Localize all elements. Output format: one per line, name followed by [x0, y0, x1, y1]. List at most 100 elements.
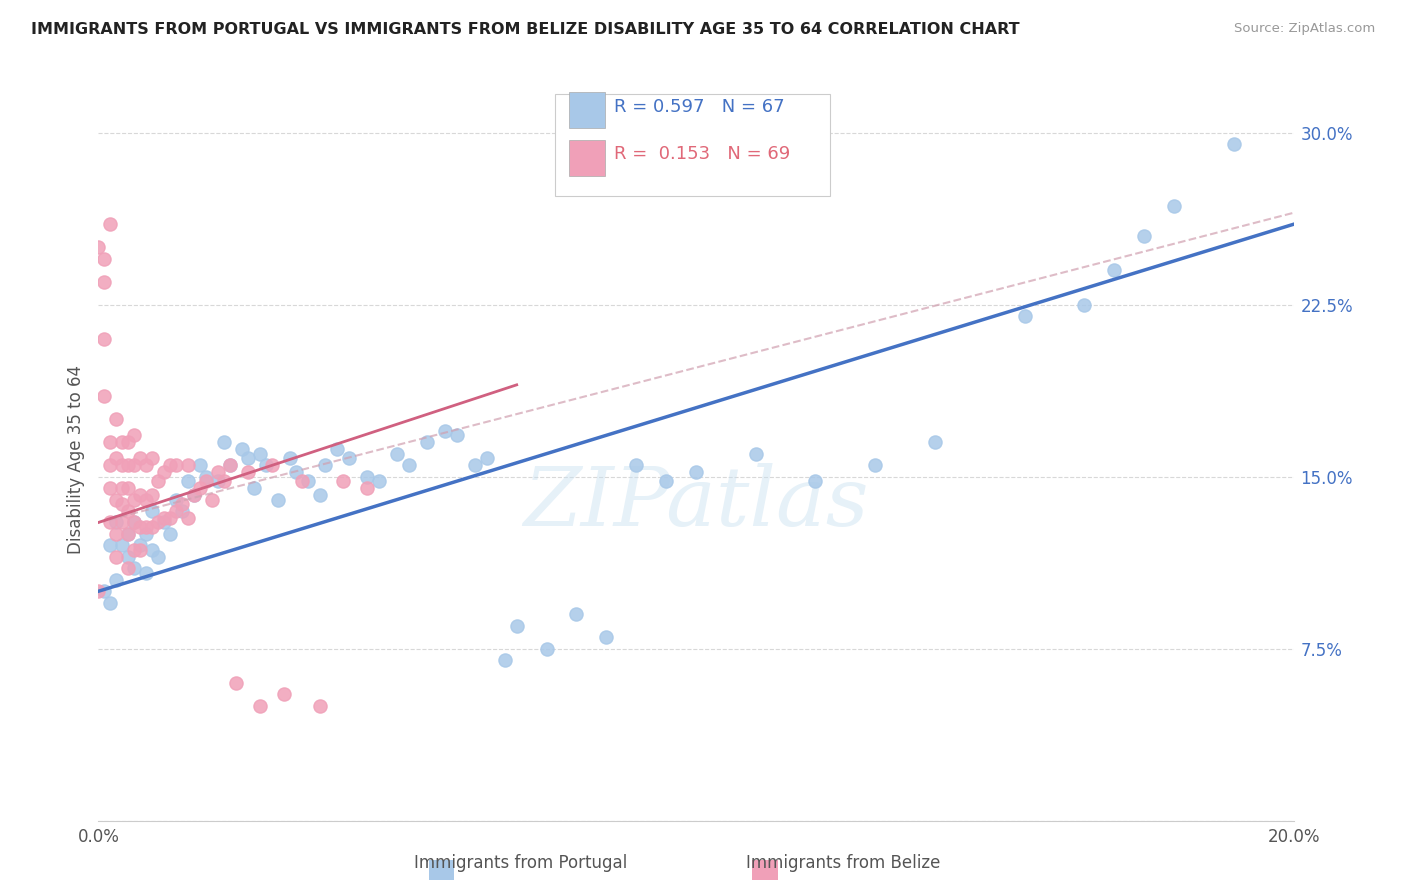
Point [188, 481, 211, 495]
Point [207, 474, 229, 488]
Point [117, 481, 139, 495]
Point [141, 520, 163, 534]
Point [236, 465, 259, 479]
Point [129, 520, 152, 534]
Point [117, 561, 139, 575]
Point [98, 435, 122, 450]
Point [148, 516, 170, 530]
Point [273, 688, 295, 702]
Point [117, 504, 139, 518]
Point [153, 511, 176, 525]
Point [129, 488, 152, 502]
Point [177, 511, 200, 525]
Point [159, 527, 181, 541]
Point [267, 492, 290, 507]
Point [105, 516, 128, 530]
Point [685, 465, 707, 479]
Point [212, 435, 235, 450]
Point [655, 474, 678, 488]
Point [385, 447, 409, 461]
Point [626, 458, 648, 472]
Point [172, 497, 194, 511]
Point [129, 451, 152, 466]
Point [124, 428, 146, 442]
Point [129, 543, 152, 558]
Point [865, 458, 887, 472]
Point [111, 538, 134, 552]
Point [111, 435, 134, 450]
Point [308, 698, 330, 713]
Point [332, 474, 354, 488]
Point [278, 451, 301, 466]
Point [1073, 297, 1095, 311]
Point [124, 458, 146, 472]
Point [153, 516, 176, 530]
Point [124, 561, 146, 575]
Point [297, 474, 319, 488]
Text: IMMIGRANTS FROM PORTUGAL VS IMMIGRANTS FROM BELIZE DISABILITY AGE 35 TO 64 CORRE: IMMIGRANTS FROM PORTUGAL VS IMMIGRANTS F… [31, 22, 1019, 37]
Point [165, 458, 187, 472]
Point [1014, 309, 1036, 323]
Point [111, 458, 134, 472]
Point [368, 474, 391, 488]
Point [105, 527, 128, 541]
Point [124, 516, 146, 530]
Point [398, 458, 420, 472]
Point [105, 412, 128, 426]
Point [356, 481, 378, 495]
Point [98, 458, 122, 472]
Point [183, 488, 205, 502]
Point [308, 488, 330, 502]
Point [135, 520, 157, 534]
Point [135, 527, 157, 541]
Point [117, 527, 139, 541]
Point [326, 442, 349, 456]
Point [105, 492, 128, 507]
Point [201, 492, 224, 507]
Text: ZIPatlas: ZIPatlas [523, 463, 869, 542]
Point [745, 447, 768, 461]
Point [315, 458, 337, 472]
Point [236, 451, 259, 466]
Point [1104, 263, 1126, 277]
Point [135, 492, 157, 507]
Point [117, 527, 139, 541]
Text: R = 0.597   N = 67: R = 0.597 N = 67 [614, 98, 785, 116]
Point [212, 474, 235, 488]
Point [804, 474, 827, 488]
Point [141, 451, 163, 466]
Point [249, 698, 271, 713]
Point [111, 516, 134, 530]
Point [87, 584, 110, 599]
Point [1223, 136, 1246, 151]
Point [595, 630, 617, 644]
Point [434, 424, 457, 438]
Point [177, 474, 200, 488]
Y-axis label: Disability Age 35 to 64: Disability Age 35 to 64 [66, 365, 84, 554]
Point [225, 676, 247, 690]
Point [416, 435, 439, 450]
Point [153, 465, 176, 479]
Point [98, 217, 122, 231]
Point [98, 481, 122, 495]
Text: Immigrants from Belize: Immigrants from Belize [747, 855, 941, 872]
Point [87, 240, 110, 254]
Point [98, 596, 122, 610]
Point [93, 584, 115, 599]
Point [183, 488, 205, 502]
Point [93, 332, 115, 346]
Point [98, 538, 122, 552]
Point [93, 252, 115, 266]
Point [219, 458, 242, 472]
Point [148, 549, 170, 564]
Point [177, 458, 200, 472]
Point [565, 607, 588, 622]
Point [219, 458, 242, 472]
Point [924, 435, 946, 450]
Point [506, 618, 529, 632]
Point [111, 497, 134, 511]
Point [165, 492, 187, 507]
Point [1133, 228, 1156, 243]
Point [172, 504, 194, 518]
Point [148, 474, 170, 488]
